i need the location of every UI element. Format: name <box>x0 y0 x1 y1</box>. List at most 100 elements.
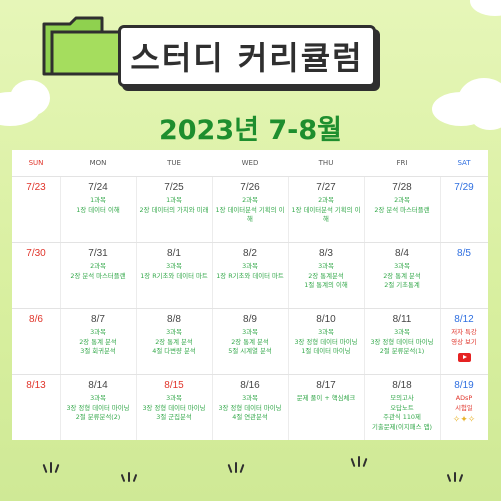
day-number: 7/30 <box>26 248 46 259</box>
event-line: 1장 R기초와 데이터 마트 <box>216 271 284 280</box>
day-number: 8/14 <box>88 380 108 391</box>
calendar-day-cell[interactable]: 8/13 <box>12 374 60 440</box>
event-line: 3과목 <box>166 394 182 402</box>
event-line: 3과목 <box>90 394 106 402</box>
day-number: 8/9 <box>243 314 257 325</box>
day-number: 7/27 <box>316 182 336 193</box>
event-line: 3절 회귀분석 <box>80 347 116 355</box>
day-number: 8/3 <box>319 248 333 259</box>
day-number: 8/10 <box>316 314 336 325</box>
calendar-day-cell[interactable]: 8/6 <box>12 308 60 374</box>
day-event: ADsP 시험일 <box>440 394 488 413</box>
calendar-day-cell[interactable]: 8/2 3과목 1장 R기초와 데이터 마트 <box>212 242 288 308</box>
calendar-day-cell[interactable]: 8/8 3과목 2장 통계 분석 4절 다변량 분석 <box>136 308 212 374</box>
day-number: 8/15 <box>164 380 184 391</box>
event-line: 문제 풀이 + 핵심체크 <box>296 394 356 402</box>
event-line: 3장 정형 데이터 마이닝 <box>142 403 206 412</box>
calendar-day-cell[interactable]: 8/18 모의고사 오답노트 주관식 110제 기출문제(이지패스 앱) <box>364 374 440 440</box>
event-line: 1과목 <box>166 196 182 204</box>
day-event: 3과목 3장 정형 데이터 마이닝 1절 데이터 마이닝 <box>288 328 364 357</box>
event-line: 5절 시계열 분석 <box>228 347 272 355</box>
event-line: 2과목 <box>318 196 334 204</box>
title-banner: 스터디 커리큘럼 <box>118 25 376 87</box>
calendar-day-cell[interactable]: 7/29 <box>440 176 488 242</box>
calendar-day-cell[interactable]: 8/1 3과목 1장 R기초와 데이터 마트 <box>136 242 212 308</box>
day-event: 3과목 2장 통계 분석 2절 기초통계 <box>364 262 440 291</box>
day-event: 3과목 3장 정형 데이터 마이닝 4절 연관분석 <box>212 394 288 423</box>
calendar-day-cell[interactable]: 8/14 3과목 3장 정형 데이터 마이닝 2절 분류분석(2) <box>60 374 136 440</box>
day-event: 문제 풀이 + 핵심체크 <box>288 394 364 404</box>
weekday-header: SUN <box>28 159 44 167</box>
weekday-header: TUE <box>167 159 181 167</box>
weekday-header: WED <box>241 159 259 167</box>
weekday-header: FRI <box>396 159 408 167</box>
event-line: 3과목 <box>318 262 334 270</box>
youtube-icon[interactable] <box>457 353 471 362</box>
day-number: 8/7 <box>91 314 105 325</box>
calendar-day-cell[interactable]: 7/31 2과목 2장 분석 마스터플랜 <box>60 242 136 308</box>
calendar-day-cell[interactable]: 7/24 1과목 1장 데이터 이해 <box>60 176 136 242</box>
event-line: 2장 데이터의 가치와 미래 <box>139 205 209 214</box>
event-line: 3장 정형 데이터 마이닝 <box>218 403 282 412</box>
day-event: 1과목 1장 데이터 이해 <box>60 196 136 215</box>
day-number: 8/4 <box>395 248 409 259</box>
day-number: 8/17 <box>316 380 336 391</box>
day-number: 7/29 <box>454 182 474 193</box>
calendar-day-cell[interactable]: 7/28 2과목 2장 분석 마스터플랜 <box>364 176 440 242</box>
event-line: 3장 정형 데이터 마이닝 <box>294 337 358 346</box>
day-event: 3과목 3장 정형 데이터 마이닝 2절 분류분석(2) <box>60 394 136 423</box>
calendar-month-title: 2023년 7-8월 <box>158 115 342 146</box>
day-event: 3과목 3장 정형 데이터 마이닝 3절 군집분석 <box>136 394 212 423</box>
day-event: 저자 특강 영상 보기 <box>440 328 488 347</box>
calendar-day-cell[interactable]: 7/26 2과목 1장 데이터분석 기획의 이해 <box>212 176 288 242</box>
day-event: 모의고사 오답노트 주관식 110제 기출문제(이지패스 앱) <box>364 394 440 432</box>
day-event: 2과목 2장 분석 마스터플랜 <box>60 262 136 281</box>
day-event: 3과목 3장 정형 데이터 마이닝 2절 분류분석(1) <box>364 328 440 357</box>
event-line: 2과목 <box>394 196 410 204</box>
calendar-day-cell[interactable]: 8/12 저자 특강 영상 보기 <box>440 308 488 374</box>
day-number: 8/1 <box>167 248 181 259</box>
event-line: 3과목 <box>166 328 182 336</box>
day-number: 7/25 <box>164 182 184 193</box>
calendar-day-cell[interactable]: 8/4 3과목 2장 통계 분석 2절 기초통계 <box>364 242 440 308</box>
calendar-day-cell[interactable]: 7/27 2과목 1장 데이터분석 기획의 이해 <box>288 176 364 242</box>
calendar-day-cell[interactable]: 8/7 3과목 2장 통계 분석 3절 회귀분석 <box>60 308 136 374</box>
event-line: 3과목 <box>394 328 410 336</box>
weekday-header: MON <box>89 159 107 167</box>
event-line: 2장 통계 분석 <box>231 337 269 346</box>
event-line: 모의고사 <box>390 394 414 402</box>
calendar-day-cell[interactable]: 8/19 ADsP 시험일 ✧✦✧ <box>440 374 488 440</box>
event-line: 3과목 <box>394 262 410 270</box>
calendar-day-cell[interactable]: 7/30 <box>12 242 60 308</box>
event-line: 1장 데이터 이해 <box>76 205 120 214</box>
event-line: 1장 R기초와 데이터 마트 <box>140 271 208 280</box>
calendar-day-cell[interactable]: 8/17 문제 풀이 + 핵심체크 <box>288 374 364 440</box>
day-number: 7/31 <box>88 248 108 259</box>
day-event: 3과목 2장 통계 분석 3절 회귀분석 <box>60 328 136 357</box>
calendar-day-cell[interactable]: 8/5 <box>440 242 488 308</box>
calendar-day-cell[interactable]: 8/3 3과목 2장 통계분석 1절 통계의 이해 <box>288 242 364 308</box>
event-line: 2절 분류분석(2) <box>75 413 121 421</box>
folder-icon <box>42 16 124 76</box>
calendar-day-cell[interactable]: 8/9 3과목 2장 통계 분석 5절 시계열 분석 <box>212 308 288 374</box>
calendar-day-cell[interactable]: 8/10 3과목 3장 정형 데이터 마이닝 1절 데이터 마이닝 <box>288 308 364 374</box>
day-event: 3과목 2장 통계 분석 4절 다변량 분석 <box>136 328 212 357</box>
event-line: 3과목 <box>166 262 182 270</box>
calendar-day-cell[interactable]: 7/25 1과목 2장 데이터의 가치와 미래 <box>136 176 212 242</box>
day-event: 2과목 1장 데이터분석 기획의 이해 <box>212 196 288 225</box>
event-line: 2과목 <box>90 262 106 270</box>
event-line: 3과목 <box>90 328 106 336</box>
day-number: 7/26 <box>240 182 260 193</box>
calendar-day-cell[interactable]: 8/11 3과목 3장 정형 데이터 마이닝 2절 분류분석(1) <box>364 308 440 374</box>
calendar-day-cell[interactable]: 7/23 <box>12 176 60 242</box>
event-line: 2장 통계분석 <box>308 271 344 280</box>
day-number: 8/11 <box>392 314 412 325</box>
day-number: 7/23 <box>26 182 46 193</box>
day-event: 3과목 2장 통계분석 1절 통계의 이해 <box>288 262 364 291</box>
event-line: 4절 다변량 분석 <box>152 347 196 355</box>
event-line: 2장 분석 마스터플랜 <box>70 271 126 280</box>
calendar-day-cell[interactable]: 8/15 3과목 3장 정형 데이터 마이닝 3절 군집분석 <box>136 374 212 440</box>
event-line: ADsP <box>455 394 473 402</box>
weekday-header: SAT <box>457 159 471 167</box>
calendar-day-cell[interactable]: 8/16 3과목 3장 정형 데이터 마이닝 4절 연관분석 <box>212 374 288 440</box>
